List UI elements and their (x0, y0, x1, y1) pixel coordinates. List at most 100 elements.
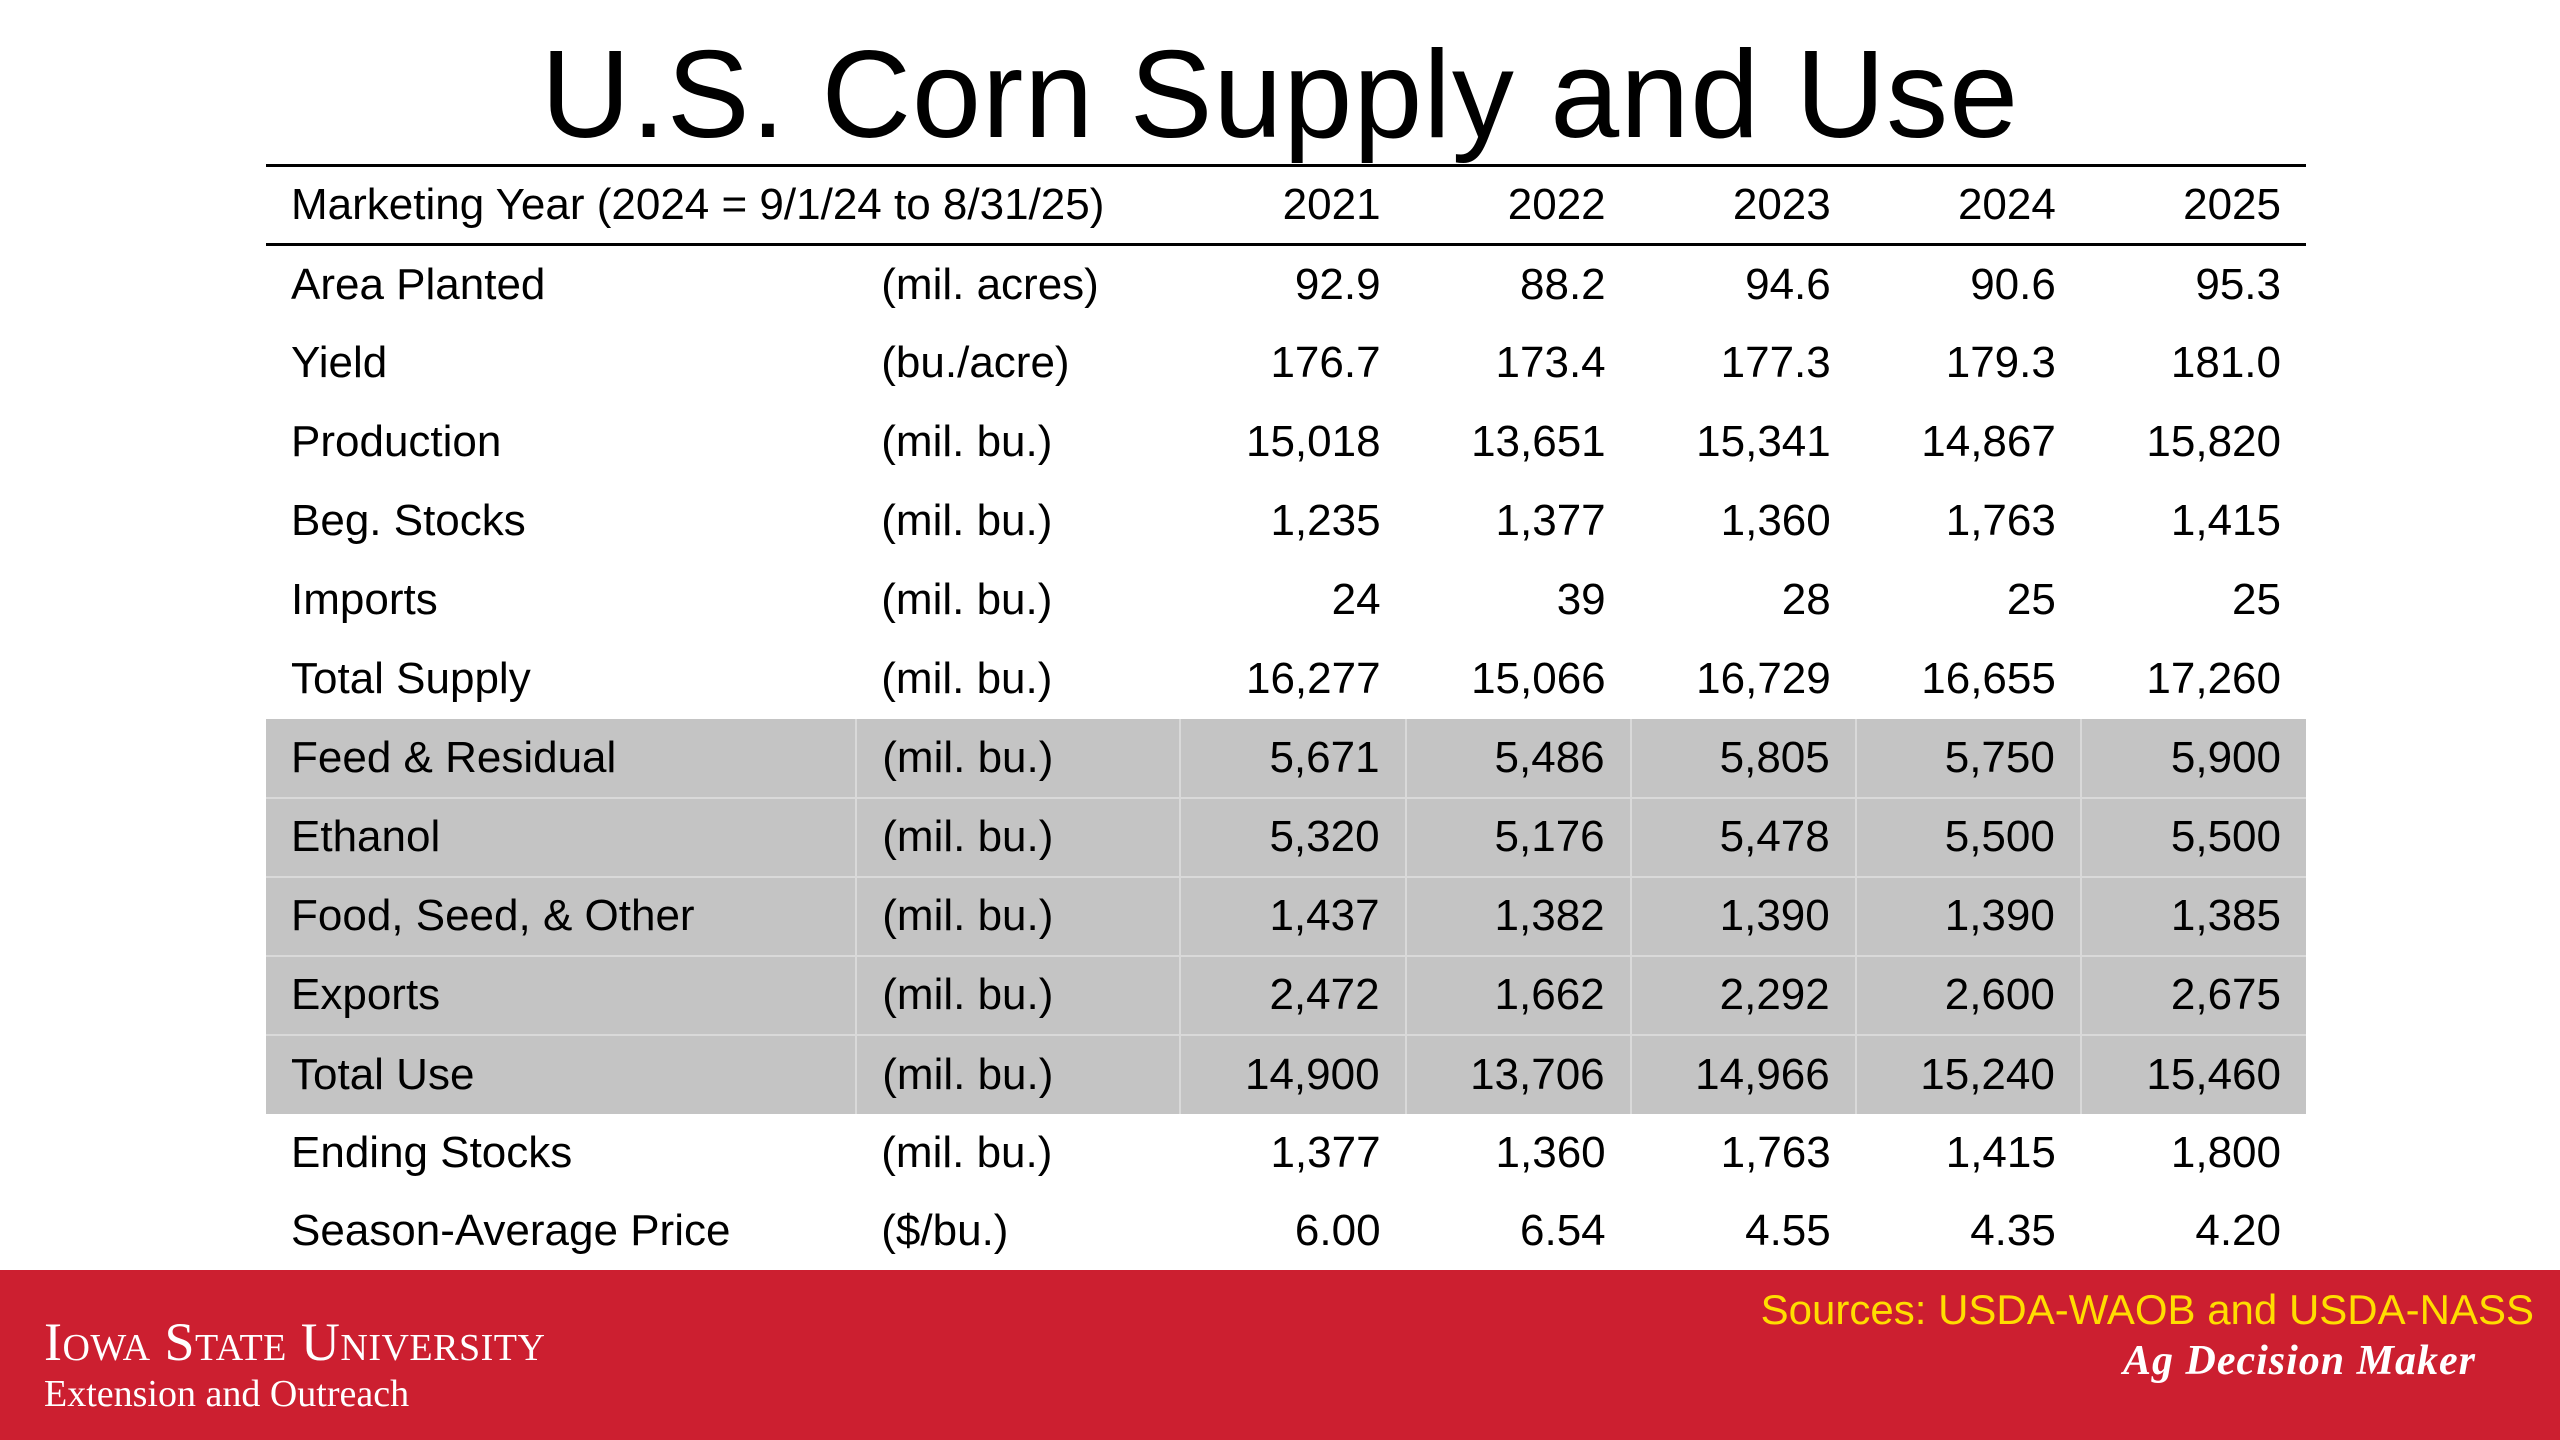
row-value: 5,500 (2080, 797, 2306, 878)
year-header: 2023 (1630, 164, 1856, 246)
row-value: 1,382 (1405, 876, 1632, 957)
row-value: 16,277 (1245, 654, 1381, 703)
table-row: Feed & Residual (mil. bu.) 5,671 5,486 5,805… (266, 718, 2306, 799)
table-row: Total Supply (mil. bu.) 16,277 15,066 16,729… (266, 640, 2306, 719)
row-value: 95.3 (2195, 259, 2281, 309)
table-row: Area Planted (mil. acres) 92.9 88.2 94.6 90.6… (266, 245, 2306, 324)
row-label: Feed & Residual (266, 718, 858, 799)
row-value: 1,437 (1180, 876, 1407, 957)
row-unit: (mil. bu.) (856, 876, 1182, 957)
table-row: Exports (mil. bu.) 2,472 1,662 2,292 2,600 2,6… (266, 955, 2306, 1036)
row-value: 5,486 (1405, 718, 1632, 799)
row-value: 4.20 (2080, 1192, 2306, 1274)
row-label: Ending Stocks (291, 1128, 573, 1177)
row-value: 39 (1556, 575, 1606, 624)
row-value: 15,820 (2146, 417, 2281, 466)
row-value: 1,763 (1945, 496, 2056, 545)
row-unit: (mil. acres) (881, 259, 1099, 309)
row-value: 88.2 (1520, 259, 1606, 309)
row-value: 14,867 (1921, 417, 2056, 466)
extension-outreach-label: Extension and Outreach (44, 1373, 410, 1415)
row-unit: (mil. bu.) (856, 797, 1182, 878)
row-value: 1,235 (1270, 496, 1381, 545)
row-value: 181.0 (2170, 338, 2281, 387)
row-value: 4.55 (1630, 1192, 1856, 1274)
row-value: 1,377 (1270, 1128, 1381, 1177)
row-value: 15,341 (1696, 417, 1831, 466)
year-header: 2024 (1855, 164, 2081, 246)
row-value: 2,292 (1630, 955, 1857, 1036)
row-value: 1,377 (1495, 496, 1606, 545)
row-unit: (mil. bu.) (881, 654, 1053, 703)
row-label: Imports (291, 575, 438, 624)
row-value: 16,655 (1921, 654, 2056, 703)
row-value: 90.6 (1970, 259, 2056, 309)
row-unit: (mil. bu.) (881, 1128, 1053, 1177)
table-row: Ending Stocks (mil. bu.) 1,377 1,360 1,763 1,… (266, 1114, 2306, 1193)
row-value: 173.4 (1495, 338, 1606, 387)
row-value: 5,900 (2080, 718, 2306, 799)
table-row: Imports (mil. bu.) 24 39 28 25 25 (266, 561, 2306, 640)
row-unit: (mil. bu.) (856, 1034, 1182, 1114)
row-value: 5,805 (1630, 718, 1857, 799)
row-value: 14,900 (1180, 1034, 1407, 1114)
row-unit: (mil. bu.) (881, 496, 1053, 545)
table-row: Food, Seed, & Other (mil. bu.) 1,437 1,382 1… (266, 876, 2306, 957)
row-value: 17,260 (2146, 654, 2281, 703)
row-value: 13,706 (1405, 1034, 1632, 1114)
row-value: 5,500 (1855, 797, 2082, 878)
row-value: 1,385 (2080, 876, 2306, 957)
row-value: 24 (1331, 575, 1381, 624)
row-value: 25 (2232, 575, 2281, 624)
row-value: 5,478 (1630, 797, 1857, 878)
row-unit: (mil. bu.) (856, 718, 1182, 799)
row-value: 5,320 (1180, 797, 1407, 878)
row-value: 1,360 (1720, 496, 1831, 545)
row-value: 28 (1781, 575, 1831, 624)
row-value: 177.3 (1720, 338, 1831, 387)
row-value: 15,240 (1855, 1034, 2082, 1114)
table-row: Season-Average Price ($/bu.) 6.00 6.54 4.55 4… (266, 1192, 2306, 1274)
row-value: 1,662 (1405, 955, 1632, 1036)
table-header-row: Marketing Year (2024 = 9/1/24 to 8/31/25… (266, 164, 2306, 246)
row-value: 14,966 (1630, 1034, 1857, 1114)
row-label: Total Use (266, 1034, 858, 1114)
university-name: Iowa State University (44, 1312, 546, 1372)
row-unit: ($/bu.) (856, 1192, 1181, 1274)
row-value: 179.3 (1945, 338, 2056, 387)
row-unit: (bu./acre) (881, 338, 1070, 387)
row-value: 2,472 (1180, 955, 1407, 1036)
row-value: 1,800 (2170, 1128, 2281, 1177)
row-value: 2,675 (2080, 955, 2306, 1036)
row-value: 13,651 (1471, 417, 1606, 466)
ag-decision-maker-brand: Ag Decision Maker (2123, 1338, 2476, 1384)
row-value: 5,671 (1180, 718, 1407, 799)
row-value: 2,600 (1855, 955, 2082, 1036)
row-value: 1,763 (1720, 1128, 1831, 1177)
row-value: 5,176 (1405, 797, 1632, 878)
row-value: 16,729 (1696, 654, 1831, 703)
row-label: Production (291, 417, 502, 466)
table-row: Beg. Stocks (mil. bu.) 1,235 1,377 1,360 1,76… (266, 482, 2306, 561)
table-row: Yield (bu./acre) 176.7 173.4 177.3 179.3 181.0 (266, 324, 2306, 403)
row-value: 15,460 (2080, 1034, 2306, 1114)
year-header: 2025 (2080, 164, 2306, 246)
row-label: Total Supply (291, 654, 531, 703)
row-value: 176.7 (1270, 338, 1381, 387)
year-header: 2021 (1180, 164, 1406, 246)
row-value: 15,018 (1245, 417, 1381, 466)
row-label: Food, Seed, & Other (266, 876, 858, 957)
sources-note: Sources: USDA-WAOB and USDA-NASS (1760, 1286, 2534, 1333)
table-row: Production (mil. bu.) 15,018 13,651 15,341 14… (266, 403, 2306, 482)
row-value: 5,750 (1855, 718, 2082, 799)
row-value: 6.00 (1180, 1192, 1406, 1274)
iowa-state-logo: Iowa State University Extension and Outr… (44, 1312, 545, 1416)
row-value: 1,390 (1855, 876, 2082, 957)
marketing-year-header: Marketing Year (2024 = 9/1/24 to 8/31/25… (266, 164, 1181, 246)
row-value: 1,415 (1945, 1128, 2056, 1177)
row-value: 6.54 (1405, 1192, 1631, 1274)
row-value: 92.9 (1294, 259, 1381, 309)
row-label: Season-Average Price (266, 1192, 857, 1274)
row-unit: (mil. bu.) (881, 417, 1053, 466)
row-label: Exports (266, 955, 858, 1036)
